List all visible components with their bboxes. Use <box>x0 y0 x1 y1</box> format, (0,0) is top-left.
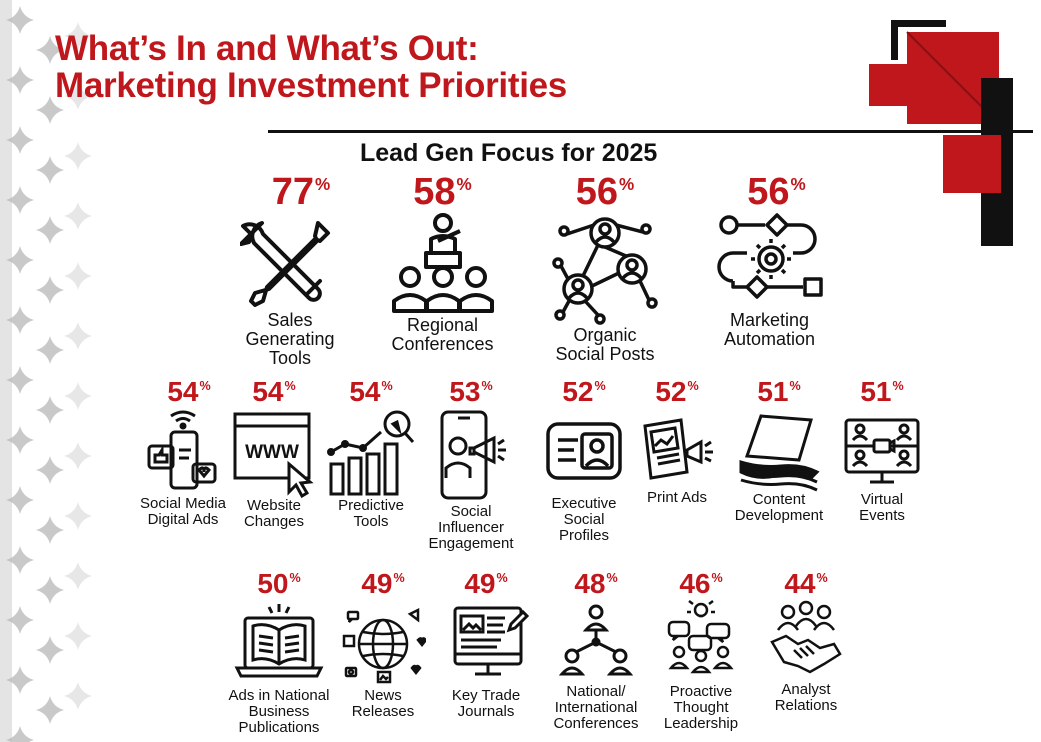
newspaper-icon <box>643 418 713 480</box>
stat-percent: 48% <box>574 568 618 599</box>
stat-marketing-automation: 56% Marketing Automation <box>712 173 827 349</box>
stat-label: News Releases <box>351 687 415 720</box>
stat-label: Proactive Thought Leadership <box>663 683 739 732</box>
stat-key-trade-journals: 49% Key Trade Journals <box>440 570 532 720</box>
title-line-2: Marketing Investment Priorities <box>55 66 567 105</box>
stat-label: Executive Social Profiles <box>551 495 617 544</box>
stat-label: Social Media Digital Ads <box>140 495 226 528</box>
video-conference-icon <box>844 418 920 484</box>
stat-percent: 49% <box>464 568 508 599</box>
page-title: What’s In and What’s Out: Marketing Inve… <box>55 30 567 104</box>
stat-label: Ads in National Business Publications <box>228 687 330 736</box>
open-book-laptop-icon <box>234 604 324 678</box>
stat-label: Virtual Events <box>859 491 905 524</box>
stat-percent: 52% <box>562 376 606 407</box>
stat-virtual-events: 51% Virtual Events <box>836 378 928 524</box>
stat-percent: 52% <box>655 376 699 407</box>
stat-percent: 56% <box>747 171 806 213</box>
social-phone-icon <box>147 410 217 490</box>
bar-chart-magnifier-icon <box>327 410 415 496</box>
stat-label: Print Ads <box>646 489 708 506</box>
monitor-document-icon <box>453 606 530 676</box>
www-browser-icon: WWW <box>233 412 314 498</box>
section-subtitle: Lead Gen Focus for 2025 <box>360 139 658 167</box>
stat-percent: 51% <box>757 376 801 407</box>
influencer-megaphone-icon <box>440 410 506 500</box>
automation-flow-icon <box>716 213 823 299</box>
handshake-icon <box>770 600 842 674</box>
stat-percent: 54% <box>167 376 211 407</box>
stat-label: Content Development <box>734 491 824 524</box>
stat-content-development: 51% Content Development <box>728 378 830 524</box>
corner-decoration <box>869 20 1013 246</box>
stat-label: Sales Generating Tools <box>245 310 335 368</box>
stat-proactive-thought-leadership: 46% Proactive Thought Leadership <box>655 570 747 731</box>
stat-label: Marketing Automation <box>723 310 816 349</box>
stat-percent: 51% <box>860 376 904 407</box>
stat-percent: 56% <box>575 171 635 213</box>
svg-text:WWW: WWW <box>245 442 299 463</box>
network-people-icon <box>558 604 634 676</box>
stat-website-changes: 54% WWW Website Changes <box>228 378 320 530</box>
stat-social-media-digital-ads: 54% Social Media Digital Ads <box>130 378 236 528</box>
stat-label: Organic Social Posts <box>555 325 655 364</box>
wrench-screwdriver-icon <box>240 221 330 307</box>
stat-percent: 44% <box>784 568 828 599</box>
stat-executive-social-profiles: 52% Executive Social Profiles <box>538 378 630 543</box>
stat-percent: 46% <box>679 568 723 599</box>
stat-label: National/ International Conferences <box>553 683 639 732</box>
stat-organic-social-posts: 56% Organic Social Posts <box>540 173 670 364</box>
stat-label: Website Changes <box>243 497 305 530</box>
globe-media-icon <box>342 607 426 684</box>
stat-national-international-conferences: 48% National/ International Conferences <box>544 570 648 731</box>
stat-percent: 50% <box>257 568 301 599</box>
stat-label: Key Trade Journals <box>451 687 521 720</box>
left-gray-bar <box>0 0 12 742</box>
stat-predictive-tools: 54% Predictive Tools <box>325 378 417 530</box>
stat-label: Social Influencer Engagement <box>428 503 514 552</box>
stat-percent: 58% <box>413 171 472 213</box>
left-diamond-pattern <box>6 6 92 742</box>
social-network-icon <box>552 217 658 325</box>
stat-label: Regional Conferences <box>391 315 494 354</box>
stat-news-releases: 49% News Releases <box>340 570 426 720</box>
stat-percent: 53% <box>449 376 493 407</box>
stat-percent: 54% <box>252 376 296 407</box>
stat-label: Analyst Relations <box>774 681 838 714</box>
profile-card-icon <box>546 422 622 480</box>
stat-social-influencer-engagement: 53% Social Influencer Engagement <box>420 378 522 551</box>
stat-print-ads: 52% Print Ads <box>636 378 718 506</box>
title-line-1: What’s In and What’s Out: <box>55 29 479 68</box>
thought-bubbles-icon <box>667 600 734 674</box>
stat-sales-generating-tools: 77% Sales Generating Tools <box>230 173 350 368</box>
paper-stack-icon <box>739 414 820 492</box>
stat-percent: 54% <box>349 376 393 407</box>
stat-percent: 49% <box>361 568 405 599</box>
stat-percent: 77% <box>271 171 331 213</box>
conference-audience-icon <box>391 213 494 313</box>
stat-label: Predictive Tools <box>338 497 404 530</box>
stat-regional-conferences: 58% Regional Conferences <box>380 173 505 354</box>
title-divider <box>268 130 1033 133</box>
stat-ads-national-business-publications: 50% Ads in National Business Publication… <box>222 570 336 735</box>
stat-analyst-relations: 44% Analyst Relations <box>760 570 852 714</box>
